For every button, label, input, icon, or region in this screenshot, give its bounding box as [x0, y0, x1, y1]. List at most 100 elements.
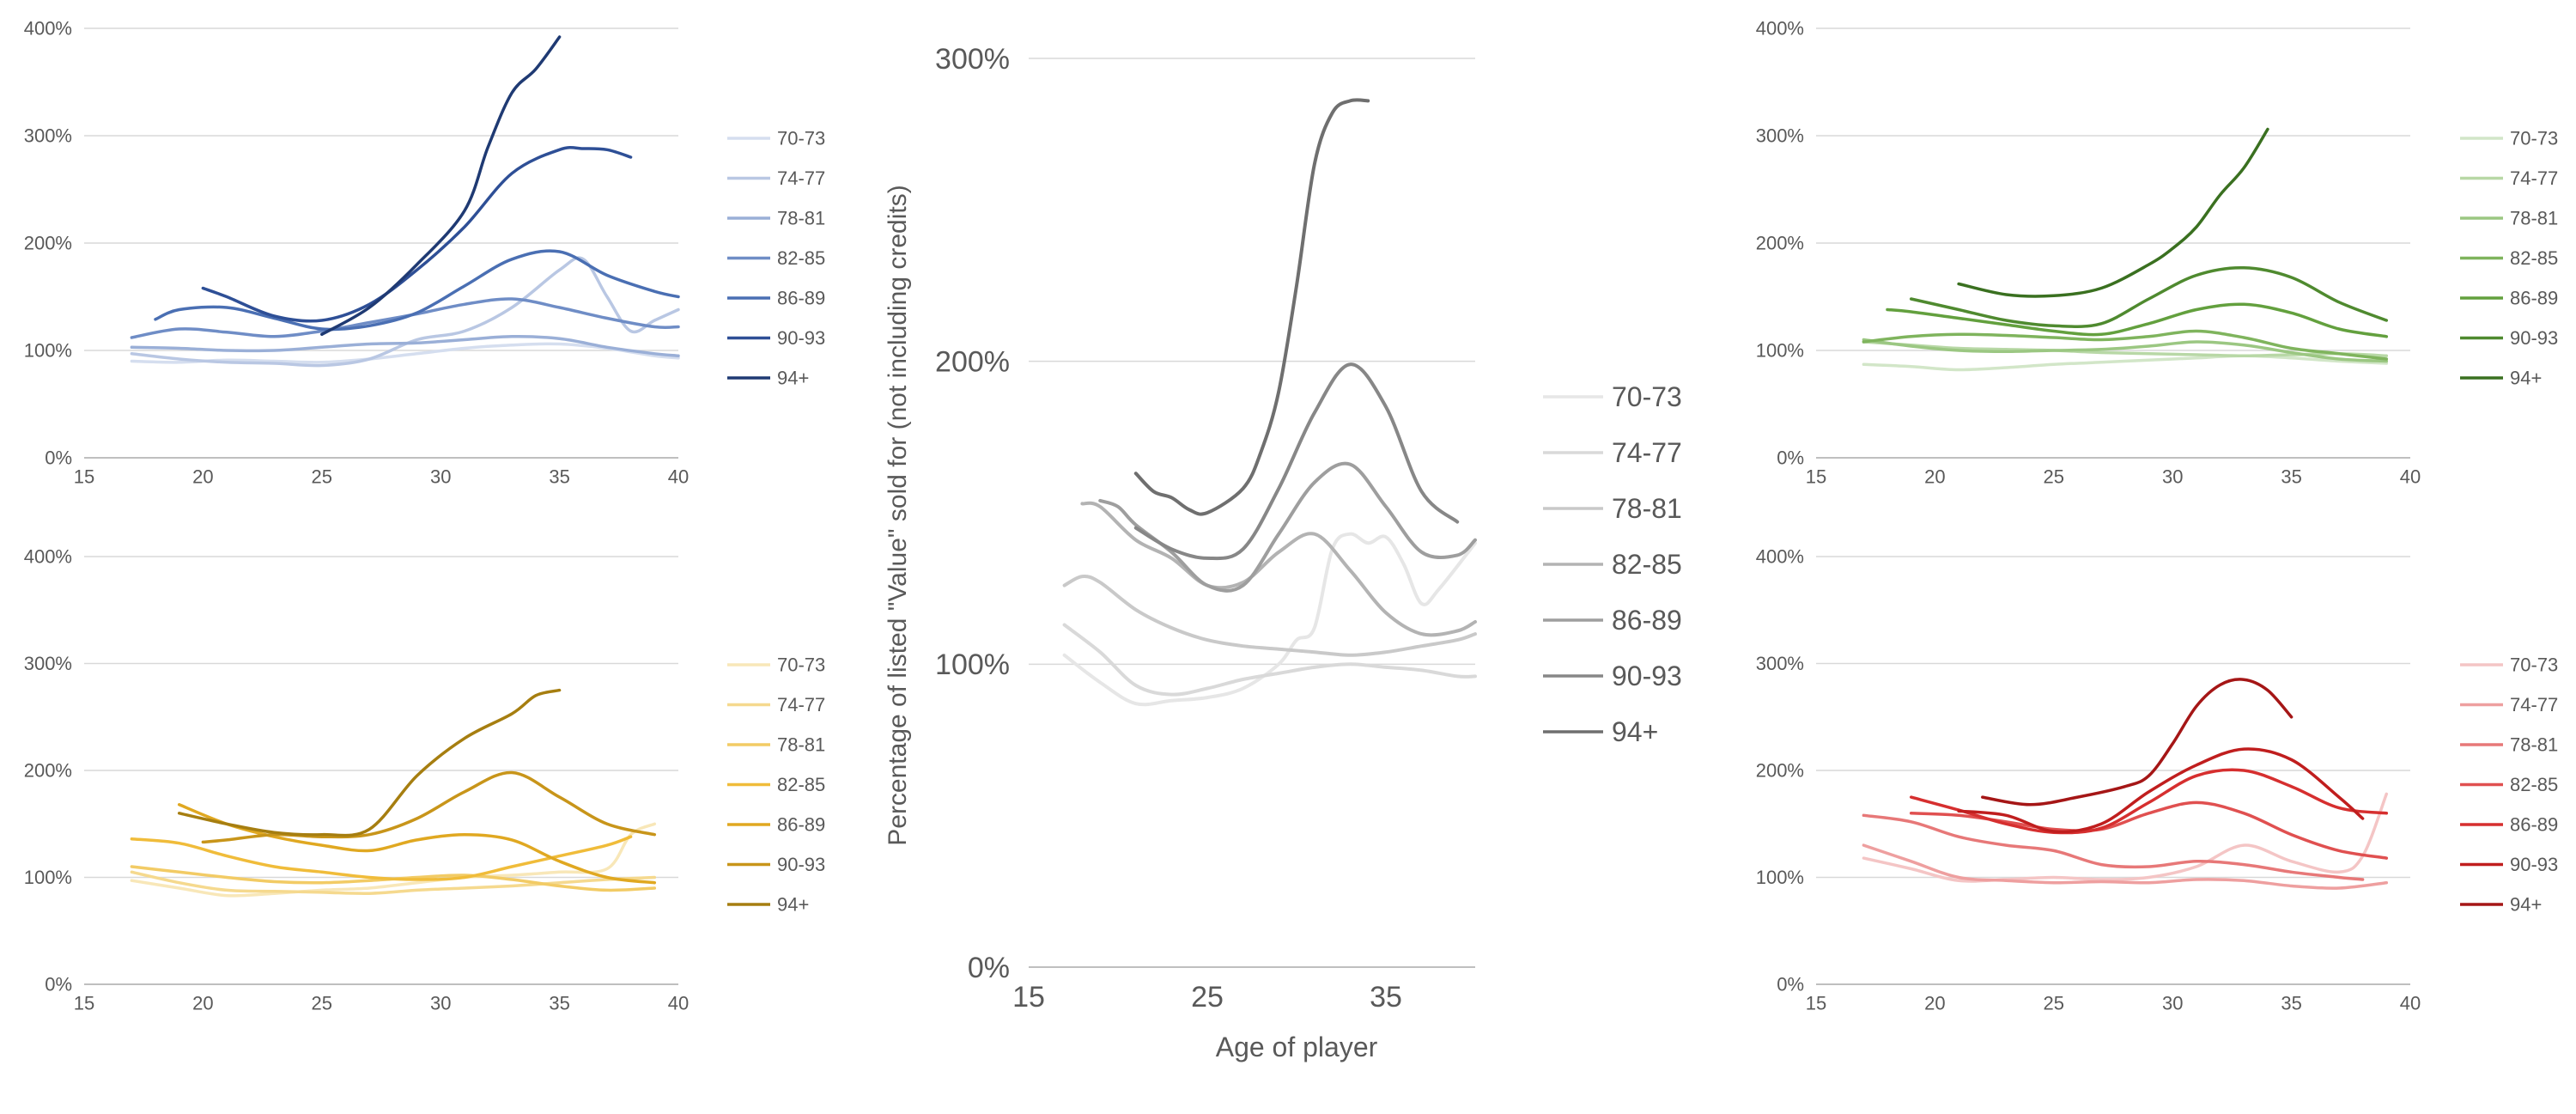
y-tick-label: 300% — [24, 653, 72, 674]
legend-entry: 94+ — [2510, 894, 2542, 916]
y-tick-label: 300% — [1756, 653, 1804, 674]
series-line-90-93 — [201, 770, 657, 844]
chart-red: 0% 100% 200% 300% 400% 15 20 25 30 35 40 70-73 74-77… — [1756, 546, 2559, 1014]
legend-entry: 82-85 — [777, 247, 825, 269]
series-line-94+ — [177, 688, 562, 837]
x-tick-label: 40 — [668, 466, 689, 488]
y-axis-title: Percentage of listed "Value" sold for (n… — [884, 185, 912, 845]
x-tick-label: 25 — [1191, 981, 1224, 1014]
legend: 70-73 74-77 78-81 82-85 86-89 90-93 94+ — [2460, 654, 2558, 916]
y-tick-label: 0% — [1777, 974, 1804, 995]
series-line-74-77 — [1062, 623, 1477, 697]
x-tick-label: 40 — [2400, 466, 2421, 488]
x-tick-label: 15 — [1806, 993, 1826, 1014]
x-tick-label: 20 — [192, 993, 213, 1014]
series-line-70-73 — [1062, 532, 1477, 707]
y-tick-label: 100% — [935, 648, 1010, 681]
legend-entry: 90-93 — [1612, 660, 1682, 691]
y-tick-label: 0% — [1777, 447, 1804, 469]
series-line-70-73 — [130, 822, 657, 898]
x-tick-label: 40 — [2400, 993, 2421, 1014]
legend-entry: 86-89 — [777, 288, 825, 309]
y-tick-label: 400% — [24, 546, 72, 568]
x-tick-label: 30 — [2162, 993, 2183, 1014]
series-line-90-93 — [1133, 362, 1460, 561]
chart-gray: 0% 100% 200% 300% 15 25 35 70-73 74-77 78-81 82-85… — [884, 43, 1682, 1062]
y-tick-label: 300% — [935, 43, 1010, 76]
x-tick-label: 35 — [549, 993, 569, 1014]
series-line-70-73 — [1862, 792, 2389, 883]
series-line-86-89 — [1909, 768, 2389, 835]
y-tick-label: 200% — [935, 346, 1010, 379]
legend-entry: 70-73 — [777, 654, 825, 676]
x-tick-label: 30 — [430, 466, 451, 488]
y-tick-label: 0% — [968, 952, 1010, 984]
legend-entry: 94+ — [2510, 368, 2542, 389]
y-tick-label: 0% — [45, 974, 72, 995]
x-tick-label: 40 — [668, 993, 689, 1014]
x-tick-label: 20 — [1924, 466, 1945, 488]
legend-entry: 74-77 — [2510, 167, 2558, 189]
series-line-86-89 — [1886, 302, 2389, 338]
chart-green: 0% 100% 200% 300% 400% 15 20 25 30 35 40 70-73 74-77… — [1756, 18, 2559, 488]
legend-entry: 94+ — [777, 368, 809, 389]
x-tick-label: 20 — [192, 466, 213, 488]
legend-entry: 78-81 — [2510, 208, 2558, 229]
legend-entry: 70-73 — [1612, 381, 1682, 412]
x-tick-label: 25 — [2044, 466, 2064, 488]
series-line-90-93 — [201, 146, 633, 323]
y-tick-label: 100% — [1756, 340, 1804, 362]
y-tick-label: 400% — [24, 18, 72, 40]
legend-entry: 82-85 — [777, 774, 825, 795]
x-tick-label: 35 — [1370, 981, 1402, 1014]
x-tick-label: 15 — [74, 993, 94, 1014]
series-line-86-89 — [154, 249, 680, 332]
x-tick-label: 20 — [1924, 993, 1945, 1014]
chart-blue: 0% 100% 200% 300% 400% 15 20 25 30 35 40 70-73 74-77… — [24, 18, 826, 488]
legend: 70-73 74-77 78-81 82-85 86-89 90-93 94+ — [1543, 381, 1682, 747]
x-tick-label: 15 — [1012, 981, 1045, 1014]
y-tick-label: 100% — [24, 867, 72, 888]
series-line-82-85 — [1080, 501, 1477, 637]
legend-entry: 70-73 — [2510, 654, 2558, 676]
legend-entry: 74-77 — [2510, 694, 2558, 715]
legend-entry: 90-93 — [2510, 327, 2558, 349]
legend-entry: 74-77 — [777, 167, 825, 189]
y-tick-label: 200% — [1756, 233, 1804, 254]
series-line-74-77 — [1862, 843, 2389, 890]
series-line-78-81 — [1862, 813, 2365, 881]
y-tick-label: 100% — [24, 340, 72, 362]
y-tick-label: 300% — [1756, 125, 1804, 147]
x-tick-label: 25 — [2044, 993, 2064, 1014]
series-line-90-93 — [1909, 266, 2389, 328]
legend-entry: 78-81 — [1612, 493, 1682, 524]
y-tick-label: 200% — [24, 233, 72, 254]
legend-entry: 70-73 — [777, 128, 825, 149]
legend-entry: 90-93 — [777, 854, 825, 875]
legend-entry: 86-89 — [2510, 814, 2558, 836]
series-line-90-93 — [1957, 747, 2365, 834]
series-line-94+ — [1957, 127, 2269, 298]
legend-entry: 94+ — [777, 894, 809, 916]
series-line-74-77 — [130, 870, 657, 896]
legend-entry: 86-89 — [1612, 605, 1682, 636]
legend-entry: 74-77 — [777, 694, 825, 715]
y-tick-label: 300% — [24, 125, 72, 147]
x-tick-label: 35 — [2281, 466, 2301, 488]
legend-entry: 86-89 — [777, 814, 825, 836]
x-tick-label: 35 — [2281, 993, 2301, 1014]
y-tick-label: 200% — [1756, 760, 1804, 782]
legend-entry: 82-85 — [2510, 774, 2558, 795]
x-tick-label: 25 — [312, 466, 332, 488]
legend: 70-73 74-77 78-81 82-85 86-89 90-93 94+ — [2460, 128, 2558, 389]
legend-entry: 82-85 — [2510, 247, 2558, 269]
legend-entry: 70-73 — [2510, 128, 2558, 149]
x-tick-label: 15 — [1806, 466, 1826, 488]
x-tick-label: 35 — [549, 466, 569, 488]
series-line-82-85 — [1862, 329, 2389, 361]
x-tick-label: 15 — [74, 466, 94, 488]
legend-entry: 78-81 — [777, 734, 825, 756]
series-line-78-81 — [130, 334, 680, 358]
legend-entry: 86-89 — [2510, 288, 2558, 309]
